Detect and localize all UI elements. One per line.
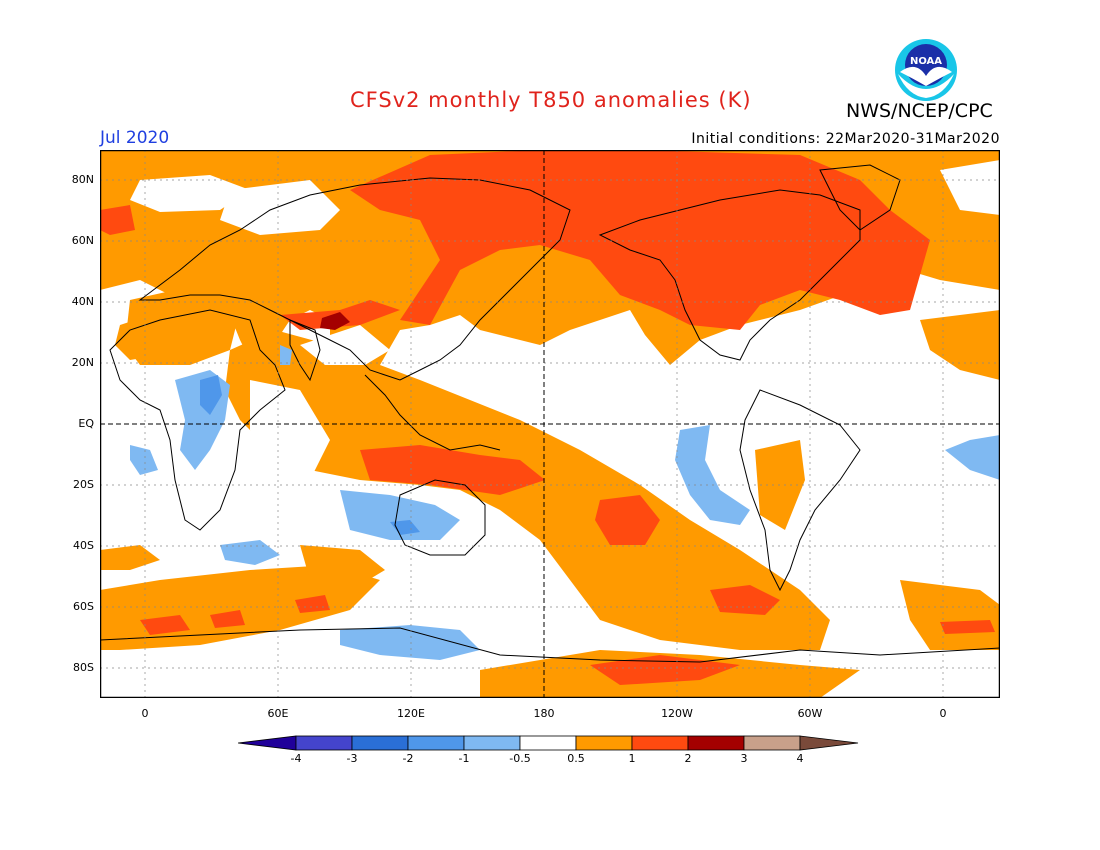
cool-anomaly-light (130, 345, 1000, 660)
colorbar-tick-label: -4 (290, 752, 302, 765)
colorbar-tick-label: -2 (402, 752, 414, 765)
colorbar-segment (295, 735, 353, 751)
colorbar-tick-label: -3 (346, 752, 358, 765)
initial-conditions: Initial conditions: 22Mar2020-31Mar2020 (691, 131, 1000, 147)
colorbar-segment-max (799, 735, 859, 751)
lon-label-120e: 120E (397, 707, 425, 720)
colorbar-segment (351, 735, 409, 751)
lat-label-20n: 20N (71, 356, 94, 369)
lat-label-60n: 60N (71, 234, 94, 247)
colorbar-tick-label: 3 (740, 752, 748, 765)
map-frame (100, 150, 1000, 698)
coastlines (100, 164, 1000, 663)
colorbar-tick-label: 0.5 (567, 752, 585, 765)
anomaly-map (100, 150, 1000, 698)
agency-label: NWS/NCEP/CPC (846, 100, 993, 122)
lat-label-80s: 80S (73, 661, 94, 674)
lon-label-180: 180 (533, 707, 555, 720)
warm-anomaly-strong (320, 312, 350, 330)
colorbar-segment (407, 735, 465, 751)
lat-label-eq: EQ (78, 417, 94, 430)
colorbar-tick-label: 1 (628, 752, 636, 765)
lon-label-0: 0 (141, 707, 149, 720)
colorbar-segment (575, 735, 633, 751)
colorbar-tick-label: -0.5 (509, 752, 531, 765)
lon-label-60w: 60W (797, 707, 823, 720)
colorbar-segment (631, 735, 689, 751)
noaa-logo-text: NOAA (910, 56, 942, 67)
lat-label-60s: 60S (73, 600, 94, 613)
lat-label-20s: 20S (73, 478, 94, 491)
colorbar (238, 735, 859, 751)
colorbar-tick-label: 4 (796, 752, 804, 765)
graticule (100, 150, 1000, 698)
colorbar-segment (519, 735, 577, 751)
colorbar-tick-label: 2 (684, 752, 692, 765)
lon-label-60e: 60E (267, 707, 289, 720)
lon-label-120w: 120W (661, 707, 693, 720)
colorbar-segment-min (238, 735, 297, 751)
colorbar-tick-label: -1 (458, 752, 470, 765)
lat-label-80n: 80N (71, 173, 94, 186)
lat-label-40s: 40S (73, 539, 94, 552)
noaa-logo: NOAA (895, 39, 957, 101)
colorbar-segment (743, 735, 801, 751)
map-title: CFSv2 monthly T850 anomalies (K) (350, 88, 752, 112)
warm-anomaly-medium (100, 150, 995, 685)
forecast-month: Jul 2020 (100, 128, 170, 148)
lat-label-40n: 40N (71, 295, 94, 308)
neutral-areas (130, 160, 1000, 480)
lon-label-0-east: 0 (939, 707, 947, 720)
cool-anomaly-medium (200, 375, 420, 535)
colorbar-segment (463, 735, 521, 751)
colorbar-segment (687, 735, 745, 751)
